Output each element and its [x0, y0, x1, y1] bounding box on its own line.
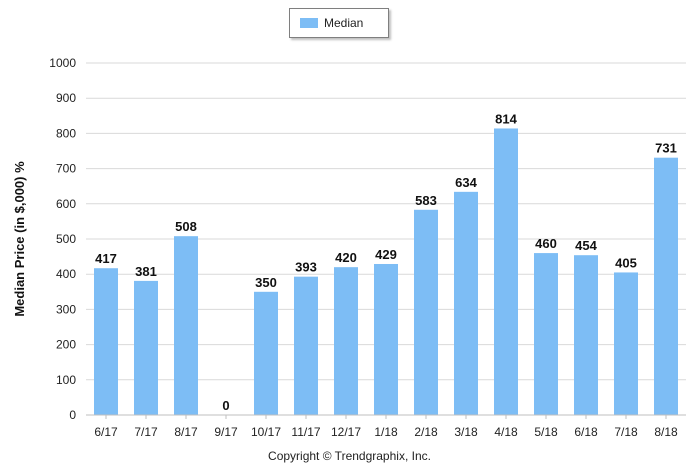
legend-swatch [300, 18, 318, 28]
y-tick-label: 0 [69, 408, 76, 422]
bar [94, 268, 118, 415]
bar [494, 128, 518, 416]
data-label: 405 [615, 255, 637, 270]
x-tick-label: 7/18 [614, 425, 638, 439]
data-label: 508 [175, 219, 197, 234]
bar [614, 272, 638, 415]
x-axis-ticks: 6/17 7/17 8/17 9/17 10/17 11/17 12/17 1/18 2/18 3… [94, 415, 678, 439]
data-label: 814 [495, 111, 517, 126]
bar [174, 236, 198, 415]
y-tick-label: 600 [56, 197, 76, 211]
y-tick-label: 800 [56, 126, 76, 140]
legend-label: Median [324, 16, 364, 30]
data-label: 350 [255, 275, 277, 290]
data-label: 731 [655, 141, 677, 156]
x-tick-label: 9/17 [214, 425, 238, 439]
x-tick-label: 11/17 [291, 425, 320, 439]
y-tick-label: 900 [56, 91, 76, 105]
y-axis-ticks: 0 100 200 300 400 500 600 700 800 900 1000 [49, 56, 76, 422]
y-tick-label: 300 [56, 302, 76, 316]
bar [574, 255, 598, 415]
x-tick-label: 3/18 [454, 425, 478, 439]
data-label: 454 [575, 238, 597, 253]
bar [454, 191, 478, 415]
y-tick-label: 400 [56, 267, 76, 281]
bar [254, 291, 278, 415]
bar [134, 280, 158, 415]
x-tick-label: 12/17 [331, 425, 361, 439]
x-tick-label: 10/17 [251, 425, 281, 439]
x-tick-label: 7/17 [134, 425, 158, 439]
x-tick-label: 8/18 [654, 425, 678, 439]
data-label: 417 [95, 251, 117, 266]
bar [654, 157, 678, 416]
data-label: 393 [295, 260, 317, 275]
data-label: 460 [535, 236, 557, 251]
x-tick-label: 5/18 [534, 425, 558, 439]
x-tick-label: 1/18 [374, 425, 398, 439]
y-tick-label: 200 [56, 338, 76, 352]
data-labels: 417 381 508 0 350 393 420 429 583 634 814 460 454 405… [95, 111, 677, 413]
bar [374, 263, 398, 415]
x-tick-label: 6/17 [94, 425, 118, 439]
bar [294, 276, 318, 415]
y-tick-label: 1000 [49, 56, 76, 70]
data-label: 583 [415, 193, 437, 208]
x-tick-label: 2/18 [414, 425, 438, 439]
x-tick-label: 6/18 [574, 425, 598, 439]
legend: Median [289, 8, 389, 38]
bars [94, 128, 678, 416]
y-tick-label: 500 [56, 232, 76, 246]
data-label: 420 [335, 250, 357, 265]
y-axis-label: Median Price (in $,000) % [12, 161, 27, 317]
bar [414, 209, 438, 415]
data-label: 381 [135, 264, 157, 279]
data-label: 634 [455, 175, 477, 190]
y-tick-label: 700 [56, 162, 76, 176]
x-tick-label: 4/18 [494, 425, 518, 439]
bar [534, 253, 558, 415]
y-tick-label: 100 [56, 373, 76, 387]
copyright-text: Copyright © Trendgraphix, Inc. [268, 449, 431, 463]
x-tick-label: 8/17 [174, 425, 198, 439]
bar [334, 267, 358, 415]
data-label: 429 [375, 247, 397, 262]
data-label: 0 [222, 398, 229, 413]
